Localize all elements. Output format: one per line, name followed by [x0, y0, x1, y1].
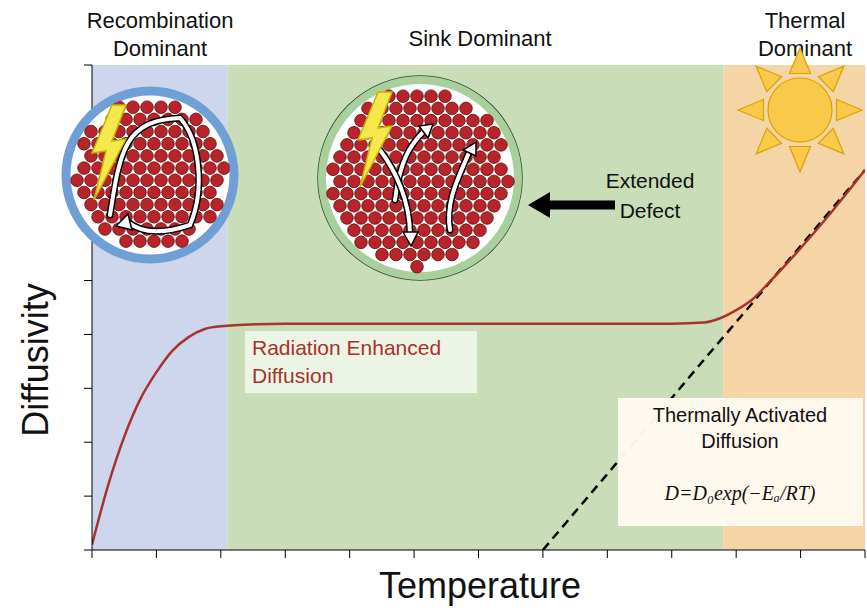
svg-text:Diffusion: Diffusion: [701, 430, 778, 452]
svg-text:Sink Dominant: Sink Dominant: [408, 26, 551, 51]
svg-text:Thermal: Thermal: [765, 8, 846, 33]
svg-text:Recombination: Recombination: [87, 8, 234, 33]
svg-text:Extended: Extended: [606, 169, 695, 192]
svg-text:Defect: Defect: [620, 199, 681, 222]
svg-text:Temperature: Temperature: [379, 565, 581, 606]
svg-text:Dominant: Dominant: [758, 36, 852, 61]
svg-text:Thermally Activated: Thermally Activated: [653, 404, 828, 426]
svg-text:D=D₀exp(−Eₐ/RT): D=D₀exp(−Eₐ/RT): [664, 482, 816, 505]
svg-text:Dominant: Dominant: [113, 36, 207, 61]
svg-text:Diffusion: Diffusion: [252, 364, 333, 387]
svg-text:Diffusivity: Diffusivity: [15, 283, 56, 436]
svg-text:Radiation Enhanced: Radiation Enhanced: [252, 336, 441, 359]
